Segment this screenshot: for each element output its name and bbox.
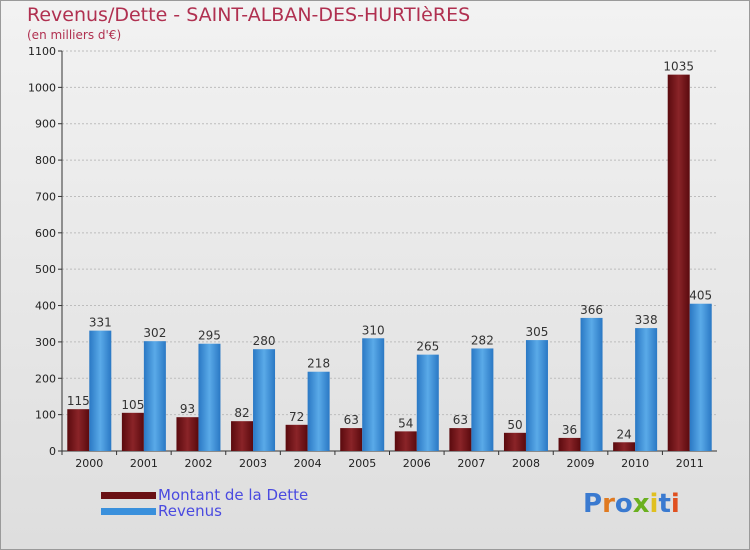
bar-dette [231, 421, 254, 451]
data-label-dette: 54 [398, 416, 413, 430]
legend: Montant de la Dette Revenus [101, 486, 309, 520]
x-tick-label: 2008 [512, 457, 540, 470]
y-tick-label: 900 [35, 118, 56, 131]
x-tick-label: 2010 [621, 457, 649, 470]
data-label-revenus: 310 [362, 323, 385, 337]
bar-revenus [525, 340, 548, 451]
legend-swatch-dette [101, 491, 156, 499]
bar-revenus [689, 303, 712, 451]
logo-letter: o [614, 489, 633, 519]
bar-dette [176, 417, 199, 451]
data-label-dette: 105 [121, 398, 144, 412]
bar-dette [67, 409, 90, 451]
bar-revenus [307, 371, 330, 451]
legend-swatch-revenus [101, 507, 156, 515]
data-label-revenus: 338 [635, 313, 658, 327]
x-tick-label: 2009 [567, 457, 595, 470]
x-tick-label: 2004 [294, 457, 322, 470]
y-tick-label: 1100 [28, 45, 56, 58]
legend-item-revenus: Revenus [101, 502, 308, 520]
data-labels: 115 331 105 302 93 295 82 280 72 218 63 310 54 265 63 2… [67, 60, 712, 442]
y-tick-label: 700 [35, 190, 56, 203]
data-label-dette: 63 [344, 413, 359, 427]
logo-letter: r [602, 489, 615, 519]
data-label-revenus: 405 [689, 289, 712, 303]
data-label-revenus: 302 [143, 326, 166, 340]
logo-letter: P [583, 489, 603, 519]
x-tick-label: 2000 [75, 457, 103, 470]
bar-dette [613, 442, 636, 451]
x-tick-label: 2003 [239, 457, 267, 470]
bar-dette [121, 412, 144, 451]
data-label-dette: 36 [562, 423, 577, 437]
bar-revenus [362, 338, 385, 451]
data-label-dette: 115 [67, 394, 90, 408]
bar-dette [449, 428, 472, 451]
x-tick-label: 2002 [184, 457, 212, 470]
proxiti-logo: Proxiti [583, 489, 680, 519]
chart-subtitle: (en milliers d'€) [27, 28, 122, 42]
axes: 0 100 200 300 400 500 600 700 800 900 1000 1100 2000… [28, 45, 717, 470]
x-tick-label: 2006 [403, 457, 431, 470]
legend-label-dette: Montant de la Dette [158, 486, 309, 504]
chart-title: Revenus/Dette - SAINT-ALBAN-DES-HURTIèRE… [27, 4, 471, 26]
data-label-revenus: 331 [89, 316, 112, 330]
x-tick-label: 2011 [676, 457, 704, 470]
y-tick-label: 100 [35, 409, 56, 422]
gridlines [62, 50, 717, 452]
bar-dette [340, 428, 363, 451]
data-label-revenus: 305 [526, 325, 549, 339]
data-label-revenus: 218 [307, 357, 330, 371]
data-label-dette: 93 [180, 402, 195, 416]
bar-revenus [143, 341, 166, 451]
bar-dette [503, 432, 526, 451]
y-tick-label: 1000 [28, 81, 56, 94]
bar-dette [667, 74, 690, 452]
data-label-revenus: 295 [198, 329, 221, 343]
bar-revenus [89, 330, 112, 451]
bar-revenus [416, 354, 439, 451]
x-tick-label: 2001 [130, 457, 158, 470]
data-label-revenus: 280 [253, 334, 276, 348]
logo-letter: x [632, 489, 650, 519]
data-label-revenus: 366 [580, 303, 603, 317]
y-tick-label: 500 [35, 263, 56, 276]
data-label-dette: 82 [234, 406, 249, 420]
data-label-dette: 50 [507, 418, 522, 432]
y-tick-label: 0 [49, 445, 56, 458]
legend-item-dette: Montant de la Dette [101, 486, 309, 504]
y-tick-label: 300 [35, 336, 56, 349]
legend-label-revenus: Revenus [158, 502, 222, 520]
bar-revenus [253, 349, 276, 451]
data-label-dette: 63 [453, 413, 468, 427]
y-tick-label: 800 [35, 154, 56, 167]
bar-dette [285, 424, 308, 451]
logo-letter: i [670, 489, 680, 519]
bars [67, 74, 712, 452]
bar-revenus [580, 317, 603, 451]
bar-revenus [471, 348, 494, 451]
x-tick-label: 2005 [348, 457, 376, 470]
y-tick-label: 600 [35, 227, 56, 240]
y-tick-label: 200 [35, 372, 56, 385]
logo-letter: t [658, 489, 671, 519]
data-label-dette: 72 [289, 410, 304, 424]
data-label-revenus: 265 [416, 340, 439, 354]
x-tick-label: 2007 [457, 457, 485, 470]
bar-revenus [198, 343, 221, 451]
y-tick-label: 400 [35, 300, 56, 313]
bar-dette [394, 431, 417, 451]
data-label-dette: 1035 [663, 60, 694, 74]
data-label-dette: 24 [616, 427, 631, 441]
bar-revenus [635, 328, 658, 451]
bar-dette [558, 437, 581, 451]
logo-letter: i [649, 489, 659, 519]
data-label-revenus: 282 [471, 333, 494, 347]
